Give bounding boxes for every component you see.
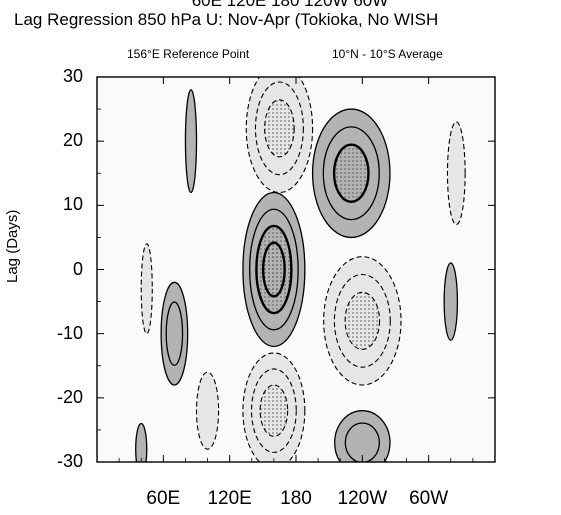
negative-contour-11-0	[446, 121, 466, 226]
y-tick-label-4: -10	[56, 322, 83, 343]
y-tick-label-2: 10	[62, 194, 83, 215]
x-tick-label-4: 60W	[409, 488, 449, 509]
negative-contour-10-0	[140, 243, 153, 335]
positive-contour-5-0	[184, 89, 198, 194]
y-tick-label-1: 20	[62, 130, 83, 151]
positive-contour-3-0	[334, 410, 391, 462]
positive-contour-0-1	[249, 208, 299, 331]
x-tick-label-1: 120E	[207, 488, 252, 509]
positive-contour-1-1	[322, 126, 380, 221]
positive-contour-2-0	[160, 281, 189, 386]
y-tick-label-6: -30	[56, 451, 83, 471]
negative-contour-9-1	[250, 368, 297, 453]
y-tick-label-5: -20	[56, 386, 83, 407]
subtitle-left: 156°E Reference Point	[127, 47, 250, 61]
positive-contour-0-3	[261, 241, 286, 298]
y-tick-label-3: 0	[72, 258, 83, 279]
negative-contour-7-1	[254, 81, 304, 176]
x-tick-label-0: 60E	[146, 488, 181, 509]
chart-title: Lag Regression 850 hPa U: Nov-Apr (Tokio…	[14, 10, 439, 29]
positive-contour-2-1	[165, 301, 184, 366]
positive-contour-3-1	[344, 422, 380, 462]
negative-contour-8-1	[333, 273, 391, 368]
contour-group	[135, 77, 466, 462]
negative-contour-9-2	[259, 384, 289, 437]
subtitle-right: 10°N - 10°S Average	[332, 47, 443, 61]
x-tick-label-2: 180	[280, 488, 312, 509]
negative-contour-7-2	[264, 99, 295, 158]
y-tick-label-0: 30	[62, 66, 83, 86]
positive-contour-1-2	[332, 143, 370, 203]
negative-contour-12-0	[195, 371, 220, 450]
chart-top-cut-title: 60E 120E 180 120W 60W	[191, 0, 389, 10]
negative-contour-8-2	[344, 291, 381, 350]
x-tick-label-3: 120W	[337, 488, 388, 509]
positive-contour-6-0	[443, 262, 459, 341]
positive-contour-4-0	[135, 422, 148, 462]
